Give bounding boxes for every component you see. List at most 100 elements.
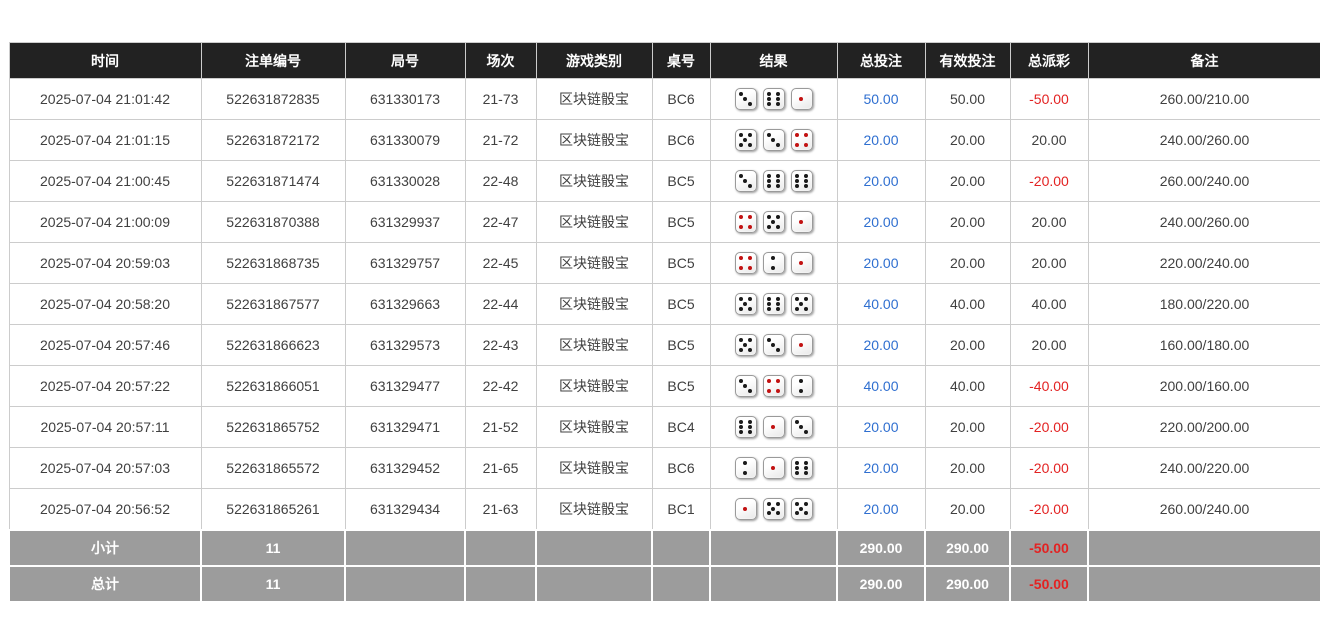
footer-empty-cell xyxy=(464,564,537,603)
die-pip xyxy=(748,420,753,425)
cell-bet-id: 522631872835 xyxy=(200,78,346,120)
column-header-valid_bet: 有效投注 xyxy=(924,42,1011,79)
column-header-bet_id: 注单编号 xyxy=(200,42,346,79)
die-pip xyxy=(794,470,799,475)
die-pip xyxy=(804,470,809,475)
column-header-game_type: 游戏类别 xyxy=(535,42,653,79)
cell-result xyxy=(709,201,838,243)
cell-result xyxy=(709,78,838,120)
cell-remark: 160.00/180.00 xyxy=(1087,324,1320,366)
footer-empty-cell xyxy=(709,528,838,567)
cell-game-type: 区块链骰宝 xyxy=(535,160,653,202)
die-5-icon xyxy=(762,497,785,520)
cell-round-no: 631329663 xyxy=(344,283,466,325)
cell-remark: 260.00/210.00 xyxy=(1087,78,1320,120)
column-header-table_no: 桌号 xyxy=(651,42,711,79)
cell-remark: 260.00/240.00 xyxy=(1087,488,1320,530)
table-row: 2025-07-04 21:00:45 522631871474 631330028… xyxy=(8,160,1320,202)
die-5-icon xyxy=(734,293,757,315)
cell-bet-id: 522631867577 xyxy=(200,283,346,325)
dice-result xyxy=(711,88,837,110)
cell-total-payout: -50.00 xyxy=(1009,78,1089,120)
die-pip xyxy=(743,342,748,347)
column-header-session: 场次 xyxy=(464,42,537,79)
cell-time: 2025-07-04 20:57:46 xyxy=(8,324,202,366)
dice-result xyxy=(711,293,837,315)
cell-session: 21-52 xyxy=(464,406,537,448)
die-pip xyxy=(748,265,753,270)
die-pip xyxy=(748,297,753,302)
column-header-result: 结果 xyxy=(709,42,838,79)
cell-result xyxy=(709,406,838,448)
table-footer: 小计 11 290.00 290.00 -50.00 总计 11 290.00 290.00 -5… xyxy=(8,528,1320,603)
die-pip xyxy=(766,96,771,101)
footer-empty-cell xyxy=(535,528,653,567)
die-pip xyxy=(738,420,743,425)
die-5-icon xyxy=(762,211,785,233)
die-pip xyxy=(794,178,799,183)
cell-total-payout: 20.00 xyxy=(1009,201,1089,243)
die-1-icon xyxy=(790,88,813,110)
die-pip xyxy=(738,306,743,311)
table-row: 2025-07-04 21:01:42 522631872835 631330173… xyxy=(8,78,1320,120)
cell-table-no: BC6 xyxy=(651,78,711,120)
table-row: 2025-07-04 20:57:22 522631866051 631329477… xyxy=(8,365,1320,407)
table-row: 2025-07-04 20:57:03 522631865572 631329452… xyxy=(8,447,1320,489)
die-pip xyxy=(738,92,743,97)
cell-total-bet: 20.00 xyxy=(836,488,926,530)
die-pip xyxy=(799,219,804,224)
die-pip xyxy=(776,511,781,516)
subtotal-row: 小计 11 290.00 290.00 -50.00 xyxy=(8,528,1320,567)
die-pip xyxy=(776,306,781,311)
cell-round-no: 631329937 xyxy=(344,201,466,243)
die-pip xyxy=(776,224,781,229)
cell-game-type: 区块链骰宝 xyxy=(535,488,653,530)
cell-session: 22-48 xyxy=(464,160,537,202)
die-pip xyxy=(794,174,799,179)
cell-result xyxy=(709,488,838,530)
dice-result xyxy=(711,334,837,356)
table-row: 2025-07-04 20:58:20 522631867577 631329663… xyxy=(8,283,1320,325)
die-pip xyxy=(804,178,809,183)
die-pip xyxy=(794,306,799,311)
die-pip xyxy=(799,301,804,306)
die-pip xyxy=(766,379,771,384)
cell-total-payout: -20.00 xyxy=(1009,488,1089,530)
cell-bet-id: 522631872172 xyxy=(200,119,346,161)
die-1-icon xyxy=(790,211,813,233)
die-pip xyxy=(748,183,753,188)
cell-total-bet: 50.00 xyxy=(836,78,926,120)
die-pip xyxy=(766,301,771,306)
cell-session: 21-63 xyxy=(464,488,537,530)
die-pip xyxy=(804,511,809,516)
cell-bet-id: 522631868735 xyxy=(200,242,346,284)
footer-valid-bet: 290.00 xyxy=(924,528,1011,567)
cell-time: 2025-07-04 21:00:45 xyxy=(8,160,202,202)
die-3-icon xyxy=(734,375,757,397)
table-row: 2025-07-04 21:00:09 522631870388 631329937… xyxy=(8,201,1320,243)
die-pip xyxy=(743,461,748,466)
die-pip xyxy=(776,347,781,352)
die-pip xyxy=(738,133,743,138)
cell-game-type: 区块链骰宝 xyxy=(535,406,653,448)
cell-remark: 240.00/260.00 xyxy=(1087,119,1320,161)
die-6-icon xyxy=(790,170,813,192)
cell-time: 2025-07-04 20:59:03 xyxy=(8,242,202,284)
cell-remark: 200.00/160.00 xyxy=(1087,365,1320,407)
die-pip xyxy=(794,511,799,516)
cell-round-no: 631329573 xyxy=(344,324,466,366)
die-pip xyxy=(776,215,781,220)
cell-time: 2025-07-04 21:01:15 xyxy=(8,119,202,161)
cell-result xyxy=(709,447,838,489)
table-header: 时间 注单编号 局号 场次 游戏类别 桌号 结果 总投注 有效投注 总派彩 备注 xyxy=(8,42,1320,79)
die-pip xyxy=(804,429,809,434)
cell-total-bet: 20.00 xyxy=(836,160,926,202)
column-header-time: 时间 xyxy=(8,42,202,79)
die-pip xyxy=(748,133,753,138)
footer-empty-cell xyxy=(344,528,466,567)
cell-time: 2025-07-04 20:58:20 xyxy=(8,283,202,325)
footer-empty-cell xyxy=(651,564,711,603)
die-pip xyxy=(743,137,748,142)
die-pip xyxy=(804,183,809,188)
cell-total-payout: 20.00 xyxy=(1009,324,1089,366)
